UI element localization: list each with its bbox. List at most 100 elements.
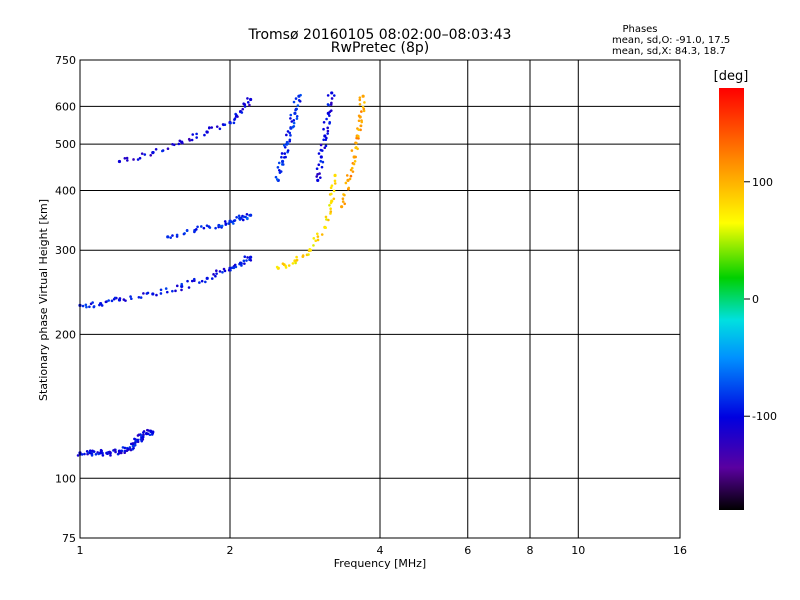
data-point (343, 202, 347, 206)
data-point (328, 120, 332, 124)
data-point (295, 117, 299, 120)
data-point (90, 454, 94, 457)
data-point (274, 175, 278, 179)
data-point (330, 192, 333, 196)
data-point (136, 158, 140, 161)
data-point (316, 178, 320, 182)
data-point (241, 218, 245, 222)
data-point (151, 430, 155, 434)
data-point (296, 104, 300, 107)
data-point (327, 218, 330, 222)
data-point (326, 126, 329, 130)
data-point (113, 296, 117, 300)
data-point (292, 119, 296, 122)
data-point (319, 143, 323, 147)
data-point (142, 430, 146, 433)
data-point (195, 136, 198, 139)
data-point (289, 134, 292, 137)
data-point (359, 124, 363, 128)
data-point (84, 303, 88, 307)
data-point (233, 117, 237, 120)
data-point (151, 292, 155, 296)
data-point (235, 215, 238, 219)
data-point (316, 173, 319, 176)
data-point (323, 146, 327, 150)
data-point (133, 437, 136, 441)
data-point (223, 123, 227, 127)
data-point (333, 179, 337, 183)
data-point (205, 276, 209, 280)
colorbar-ticks: 100 0 -100 (744, 176, 777, 423)
data-point (326, 94, 330, 97)
data-point (165, 290, 169, 294)
data-point (275, 265, 279, 269)
data-point (292, 100, 296, 104)
data-point (92, 450, 96, 453)
data-point (321, 160, 325, 164)
data-point (328, 203, 331, 207)
data-point (323, 134, 327, 138)
data-point (99, 301, 103, 306)
data-point (285, 133, 288, 137)
legend-line-o: mean, sd,O: -91.0, 17.5 (612, 35, 730, 46)
data-point (142, 292, 145, 295)
data-point (175, 284, 179, 288)
data-point (187, 286, 191, 289)
x-tick-label: 10 (571, 544, 585, 557)
data-point (205, 224, 209, 227)
data-point (329, 207, 332, 211)
data-point (218, 270, 222, 273)
data-point (347, 186, 351, 190)
data-point (325, 136, 328, 140)
data-point (312, 244, 315, 247)
data-point (277, 168, 281, 172)
data-point (235, 114, 238, 117)
data-point (315, 167, 319, 171)
data-point (326, 103, 330, 106)
data-point (280, 155, 283, 159)
data-point (223, 220, 227, 223)
data-point (143, 153, 147, 156)
data-point (289, 113, 293, 117)
data-point (316, 235, 320, 238)
data-point (166, 235, 170, 239)
legend-line-x: mean, sd,X: 84.3, 18.7 (612, 46, 726, 57)
data-point (233, 219, 237, 222)
data-point (317, 163, 321, 167)
data-point (83, 452, 86, 456)
x-ticks: 1 2 4 6 8 10 16 (77, 544, 688, 557)
data-point (276, 166, 280, 169)
data-point (307, 253, 310, 256)
data-point (357, 119, 361, 123)
data-point (120, 451, 123, 455)
data-point (315, 175, 318, 178)
data-point (207, 126, 211, 129)
data-point (294, 97, 298, 100)
data-point (131, 442, 135, 445)
data-point (191, 133, 195, 136)
data-point (361, 105, 365, 109)
data-point (360, 110, 363, 113)
data-point (295, 255, 298, 259)
data-point (295, 107, 298, 111)
y-tick-label: 75 (62, 532, 76, 545)
data-point (148, 433, 152, 437)
data-point (196, 225, 199, 229)
data-point (104, 300, 108, 304)
data-point (94, 452, 98, 456)
data-point (172, 143, 176, 147)
data-point (224, 223, 228, 226)
data-point (123, 449, 127, 453)
data-point (246, 97, 249, 100)
data-point (177, 142, 181, 146)
data-point (134, 439, 138, 442)
data-point (246, 256, 249, 259)
colorbar-tick-label: 0 (752, 293, 759, 306)
data-point (328, 114, 331, 117)
data-point (107, 299, 110, 302)
data-point (284, 264, 287, 268)
data-point (281, 262, 285, 265)
data-point (295, 259, 298, 262)
data-point (91, 301, 94, 304)
y-tick-label: 400 (55, 184, 76, 197)
